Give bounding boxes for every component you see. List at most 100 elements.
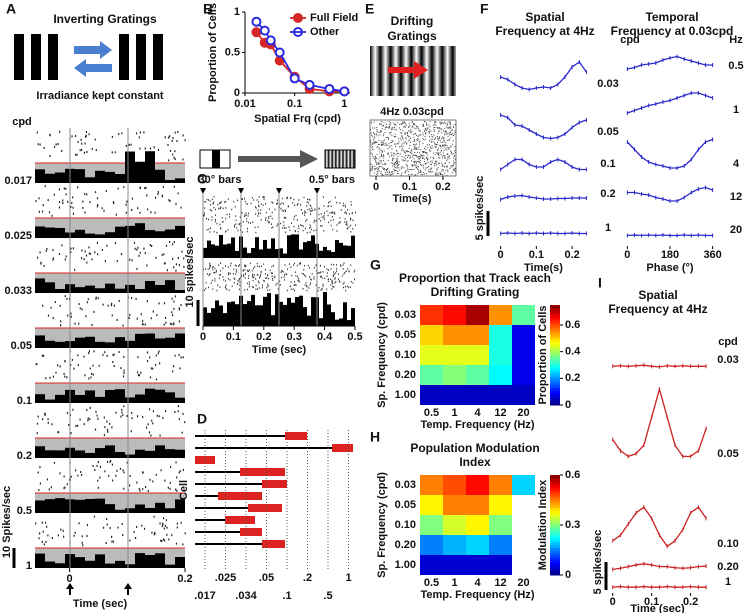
raster-spike [245, 212, 247, 214]
x-tick-label: 0.2 [564, 249, 579, 261]
raster-spike [415, 128, 417, 130]
raster-spike [404, 132, 406, 134]
raster-spike [137, 246, 139, 249]
raster-spike [445, 130, 447, 132]
raster-spike [438, 154, 440, 156]
raster-spike [403, 121, 405, 123]
x-tick-label: 12 [494, 577, 506, 589]
raster-spike [425, 133, 427, 135]
colorbar-slice [550, 545, 560, 548]
raster-spike [431, 162, 433, 164]
raster-spike [169, 322, 172, 325]
raster-spike [450, 133, 452, 135]
colorbar-slice [550, 512, 560, 516]
histogram-bar [211, 308, 215, 326]
raster-spike [211, 216, 213, 218]
raster-spike [55, 143, 57, 146]
raster-spike [105, 190, 107, 193]
raster-spike [97, 479, 99, 482]
histogram-bar [175, 397, 185, 403]
raster-spike [262, 196, 264, 198]
raster-spike [110, 304, 113, 307]
raster-spike [280, 271, 282, 274]
raster-spike [319, 276, 321, 278]
raster-spike [96, 464, 98, 467]
raster-spike [440, 141, 442, 143]
raster-spike [390, 141, 392, 143]
histogram-bar [327, 304, 331, 326]
raster-spike [87, 419, 89, 422]
heatmap-cell [512, 385, 535, 405]
raster-spike [411, 150, 413, 152]
raster-spike [64, 375, 66, 378]
raster-spike [137, 374, 140, 377]
raster-spike [415, 139, 417, 141]
raster-spike [352, 228, 354, 230]
raster-spike [404, 170, 406, 172]
raster-spike [48, 211, 51, 214]
raster-spike [395, 143, 397, 145]
raster-spike [135, 297, 137, 300]
raster-spike [226, 213, 228, 216]
raster-spike [152, 480, 154, 483]
raster-spike [243, 275, 245, 278]
raster-spike [330, 219, 332, 222]
raster-spike [431, 133, 433, 135]
raster-spike [117, 526, 119, 529]
raster-spike [450, 122, 452, 124]
raster-spike [415, 165, 417, 167]
histogram-bar [175, 225, 185, 238]
raster-spike [174, 411, 176, 414]
raster-spike [342, 202, 344, 205]
raster-spike [119, 467, 122, 470]
raster-spike [336, 224, 338, 226]
raster-spike [163, 253, 165, 256]
raster-spike [417, 173, 419, 175]
raster-spike [414, 124, 416, 126]
histogram-bar [55, 450, 65, 458]
raster-spike [424, 136, 426, 138]
raster-spike [298, 280, 300, 282]
raster-spike [433, 158, 435, 160]
raster-spike [271, 277, 273, 280]
histogram-bar [105, 504, 115, 513]
raster-spike [441, 136, 443, 138]
raster-spike [162, 538, 165, 541]
x-tick-label: 0.1 [226, 331, 241, 343]
raster-spike [443, 137, 445, 139]
raster-spike [409, 137, 411, 139]
raster-spike [426, 124, 428, 126]
histogram-bar [125, 564, 135, 568]
raster-spike [390, 145, 392, 147]
raster-spike [102, 353, 104, 356]
raster-spike [282, 227, 284, 229]
raster-spike [176, 476, 178, 479]
heatmap-cell [443, 515, 466, 535]
raster-spike [401, 156, 403, 158]
colorbar-slice [550, 380, 560, 383]
raster-spike [444, 145, 446, 147]
raster-spike [222, 267, 224, 270]
raster-spike [382, 125, 384, 127]
heatmap-cell [466, 555, 489, 575]
raster-spike [237, 265, 239, 268]
colorbar-slice [550, 532, 560, 536]
raster-spike [131, 297, 133, 300]
raster-spike [399, 123, 401, 125]
y-tick-label: 0.20 [395, 369, 416, 381]
raster-spike [144, 187, 146, 190]
raster-spike [385, 163, 387, 165]
colorbar-slice [550, 560, 560, 563]
raster-spike [236, 283, 238, 285]
raster-spike [159, 362, 161, 365]
raster-spike [422, 151, 424, 153]
raster-spike [239, 284, 241, 287]
stimulus-arrow [276, 188, 282, 194]
raster-spike [418, 158, 420, 160]
raster-spike [84, 374, 86, 377]
raster-spike [452, 165, 454, 167]
histogram-bar [135, 504, 145, 513]
raster-spike [121, 132, 123, 135]
raster-spike [402, 121, 404, 123]
raster-spike [47, 421, 49, 424]
